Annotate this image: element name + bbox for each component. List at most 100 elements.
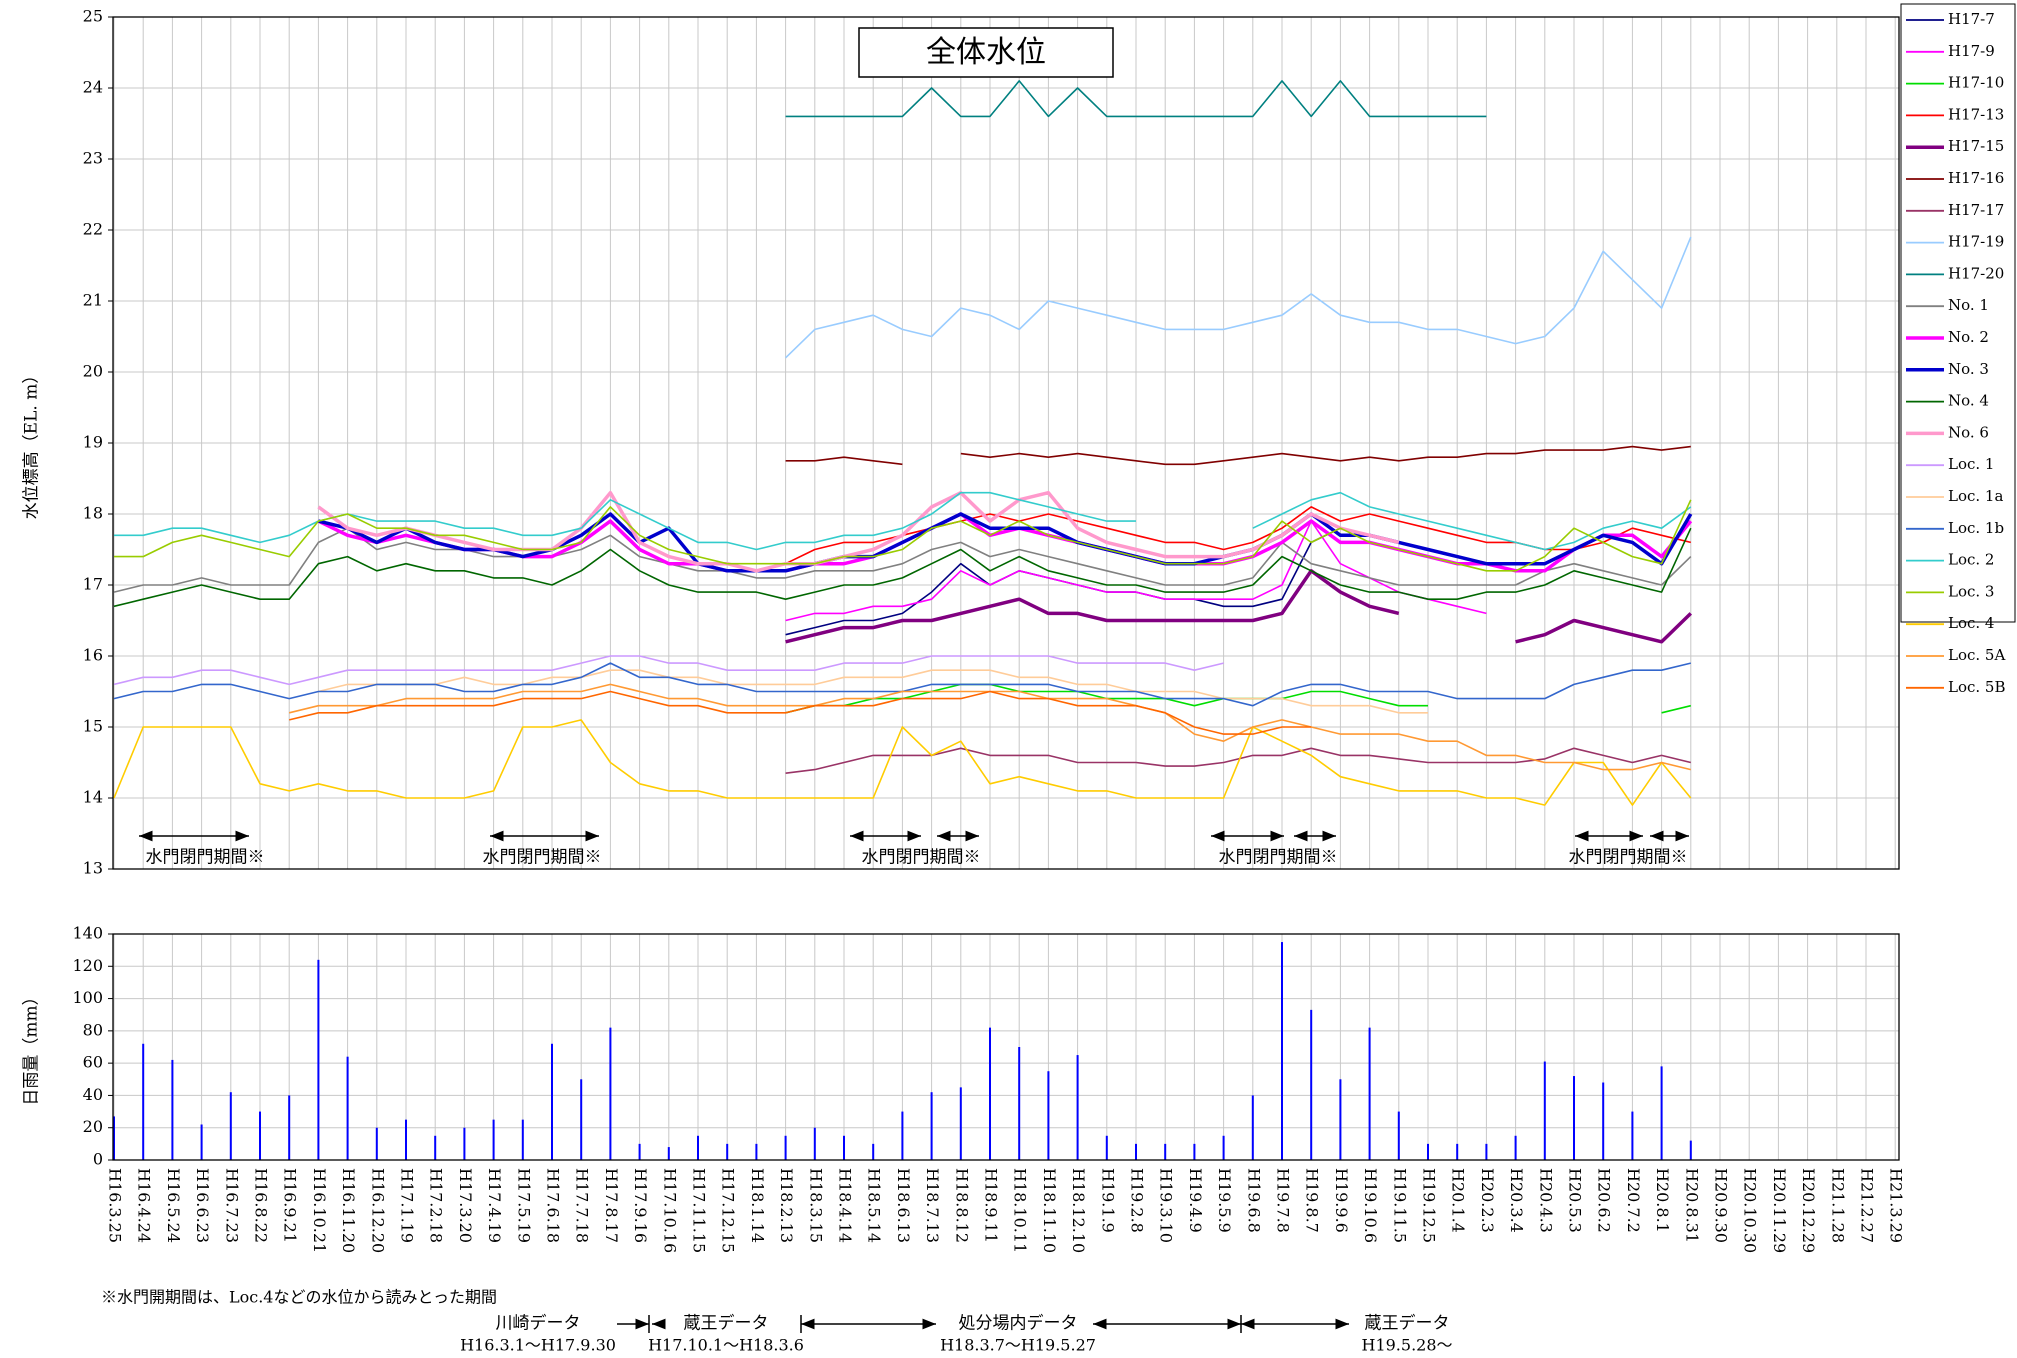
x-tick-label: H16.12.20 [368,1168,387,1253]
x-tick-label: H18.2.13 [777,1168,796,1243]
rain-bar [959,1087,962,1160]
x-tick-label: H17.5.19 [514,1168,533,1243]
x-tick-label: H18.7.13 [923,1168,942,1243]
x-tick-label: H19.12.5 [1420,1168,1439,1243]
y-tick-label: 40 [83,1085,103,1104]
x-tick-label: H17.11.15 [690,1168,709,1253]
rain-bar [843,1135,845,1160]
x-tick-label: H18.4.14 [836,1168,855,1243]
plot-frame [112,16,1900,870]
x-tick-label: H20.11.29 [1770,1168,1789,1253]
source-name: 蔵王データ [1365,1313,1450,1334]
rain-bar [288,1095,291,1160]
rain-bar [1514,1135,1517,1160]
source-period: H16.3.1～H17.9.30 [460,1336,616,1355]
rain-bar [521,1119,524,1160]
x-tick-label: H18.1.14 [748,1168,767,1243]
title-box [858,27,1114,78]
x-tick-label: H16.3.25 [106,1168,125,1243]
series-line [113,527,1692,608]
rain-bar [1368,1027,1371,1160]
series-line [113,527,1692,593]
x-tick-label: H16.8.22 [252,1168,271,1243]
x-tick-label: H17.12.15 [719,1168,738,1253]
annotation: 水門閉門期間※ [862,848,981,868]
rain-bar [551,1043,553,1160]
legend-label: H17-15 [1948,137,2004,155]
rain-bar [638,1143,641,1160]
x-tick-label: H16.5.24 [164,1168,183,1243]
y-tick-label: 22 [83,220,103,239]
x-tick-label: H17.1.19 [398,1168,417,1243]
x-tick-label: H17.7.18 [573,1168,592,1243]
legend-label: Loc. 3 [1948,582,1994,600]
x-tick-label: H18.11.10 [1040,1168,1059,1253]
x-tick-label: H16.11.20 [339,1168,358,1253]
series-line [785,747,1691,774]
annotation: 水門閉門期間※ [1569,848,1688,868]
rain-bar [1018,1047,1021,1160]
series-line [113,655,1224,686]
rain-bar [1222,1135,1225,1160]
y-tick-label: 23 [83,149,103,168]
rain-bar [1543,1061,1546,1160]
x-tick-label: H19.11.5 [1390,1168,1409,1243]
x-tick-label: H18.8.12 [952,1168,971,1243]
y-tick-label: 19 [83,433,103,452]
rain-bar [434,1135,437,1160]
legend-label: H17-7 [1948,10,1995,28]
rain-bar [609,1027,612,1160]
x-tick-label: H20.10.30 [1741,1168,1760,1253]
y-tick-label: 13 [83,859,103,878]
y-tick-label: 120 [72,956,103,975]
rain-bar [1573,1076,1575,1160]
rain-bar [726,1143,729,1160]
y-axis-label: 日雨量（mm） [22,988,42,1105]
annotation: 水門閉門期間※ [483,848,602,868]
legend-label: Loc. 1b [1948,519,2004,537]
x-tick-label: H19.9.6 [1332,1168,1351,1233]
rain-bar [1339,1079,1342,1160]
x-tick-label: H18.9.11 [982,1168,1001,1243]
x-tick-label: H18.3.15 [806,1168,825,1243]
x-tick-label: H19.10.6 [1361,1168,1380,1243]
rain-bar [229,1092,232,1160]
x-tick-label: H20.12.29 [1799,1168,1818,1253]
plot-area [113,934,1899,1160]
rain-bar [755,1143,758,1160]
rain-bar [697,1135,699,1160]
series-line [114,491,1692,551]
rain-bar [813,1127,816,1160]
x-tick-label: H21.3.29 [1887,1168,1906,1243]
legend-label: H17-19 [1948,233,2004,251]
x-tick-label: H16.10.21 [310,1168,329,1253]
series-line [317,512,1693,573]
x-tick-label: H16.7.23 [222,1168,241,1243]
rain-bar [1251,1095,1254,1160]
series-line [785,236,1692,359]
rain-bar [901,1111,904,1160]
x-tick-label: H21.1.28 [1828,1168,1847,1243]
x-tick-label: H17.2.18 [427,1168,446,1243]
x-tick-label: H17.6.18 [544,1168,563,1243]
x-tick-label: H16.6.23 [193,1168,212,1243]
source-name: 蔵王データ [684,1313,769,1334]
rain-bar [989,1027,991,1160]
x-tick-label: H19.1.9 [1098,1168,1117,1233]
rain-bar [784,1135,787,1160]
rain-bar [142,1043,145,1160]
rain-bar [346,1056,349,1160]
rain-bar [1427,1143,1429,1160]
rain-bar [1660,1066,1663,1160]
series-line [114,499,1692,572]
y-tick-label: 0 [93,1150,103,1169]
y-tick-label: 14 [83,788,103,807]
x-tick-label: H17.10.16 [660,1168,679,1253]
legend-label: Loc. 4 [1948,614,1994,632]
legend-label: No. 3 [1948,360,1989,378]
y-tick-label: 20 [83,1117,103,1136]
x-tick-label: H17.9.16 [631,1168,650,1243]
rain-bar [1397,1111,1400,1160]
